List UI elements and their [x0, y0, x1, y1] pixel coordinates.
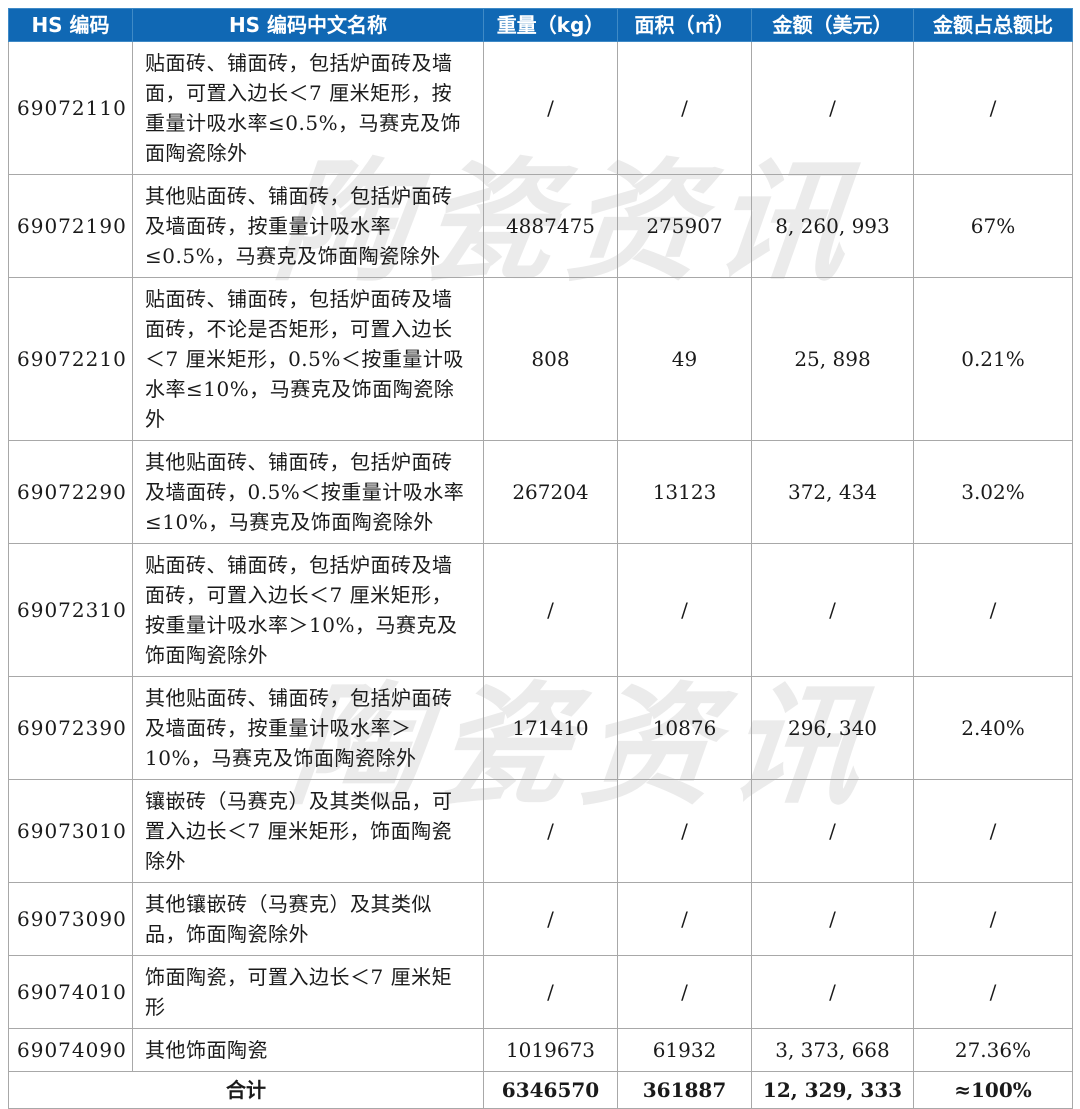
total-row: 合计 6346570 361887 12, 329, 333 ≈100%	[8, 1071, 1073, 1109]
hs-code-cell: 69072310	[8, 543, 133, 677]
total-weight-cell: 6346570	[483, 1071, 618, 1109]
amount-cell: /	[751, 955, 914, 1029]
amount-cell: /	[751, 882, 914, 956]
hs-code-stats-table: HS 编码 HS 编码中文名称 重量（kg） 面积（㎡） 金额（美元） 金额占总…	[8, 8, 1073, 1109]
hs-code-cell: 69074010	[8, 955, 133, 1029]
hs-code-cell: 69072110	[8, 41, 133, 175]
table-row: 69072290 其他贴面砖、铺面砖，包括炉面砖及墙面砖，0.5%＜按重量计吸水率…	[8, 440, 1073, 544]
weight-cell: 808	[483, 277, 618, 441]
area-cell: /	[617, 543, 752, 677]
table-row: 69072310 贴面砖、铺面砖，包括炉面砖及墙面砖，可置入边长＜7 厘米矩形，按…	[8, 543, 1073, 677]
table-row: 69072190 其他贴面砖、铺面砖，包括炉面砖及墙面砖，按重量计吸水率≤0.5%…	[8, 174, 1073, 278]
col-header-name: HS 编码中文名称	[132, 8, 484, 42]
hs-code-cell: 69073090	[8, 882, 133, 956]
weight-cell: /	[483, 955, 618, 1029]
weight-cell: 1019673	[483, 1028, 618, 1072]
area-cell: /	[617, 955, 752, 1029]
hs-code-cell: 69074090	[8, 1028, 133, 1072]
name-cell: 其他贴面砖、铺面砖，包括炉面砖及墙面砖，按重量计吸水率≤0.5%，马赛克及饰面陶…	[132, 174, 484, 278]
share-cell: /	[913, 543, 1073, 677]
amount-cell: 25, 898	[751, 277, 914, 441]
area-cell: 13123	[617, 440, 752, 544]
table-row: 69072210 贴面砖、铺面砖，包括炉面砖及墙面砖，不论是否矩形，可置入边长＜7…	[8, 277, 1073, 441]
table-row: 69072390 其他贴面砖、铺面砖，包括炉面砖及墙面砖，按重量计吸水率＞10%，…	[8, 676, 1073, 780]
amount-cell: 3, 373, 668	[751, 1028, 914, 1072]
table-row: 69073090 其他镶嵌砖（马赛克）及其类似品，饰面陶瓷除外 / / / /	[8, 882, 1073, 956]
weight-cell: 4887475	[483, 174, 618, 278]
name-cell: 其他贴面砖、铺面砖，包括炉面砖及墙面砖，0.5%＜按重量计吸水率≤10%，马赛克…	[132, 440, 484, 544]
hs-code-cell: 69072210	[8, 277, 133, 441]
area-cell: 49	[617, 277, 752, 441]
name-cell: 贴面砖、铺面砖，包括炉面砖及墙面砖，可置入边长＜7 厘米矩形，按重量计吸水率＞1…	[132, 543, 484, 677]
amount-cell: 372, 434	[751, 440, 914, 544]
name-cell: 其他贴面砖、铺面砖，包括炉面砖及墙面砖，按重量计吸水率＞10%，马赛克及饰面陶瓷…	[132, 676, 484, 780]
share-cell: /	[913, 955, 1073, 1029]
name-cell: 饰面陶瓷，可置入边长＜7 厘米矩形	[132, 955, 484, 1029]
weight-cell: /	[483, 41, 618, 175]
weight-cell: /	[483, 543, 618, 677]
amount-cell: 8, 260, 993	[751, 174, 914, 278]
share-cell: 27.36%	[913, 1028, 1073, 1072]
amount-cell: /	[751, 543, 914, 677]
total-area-cell: 361887	[617, 1071, 752, 1109]
col-header-amount: 金额（美元）	[751, 8, 914, 42]
table-row: 69072110 贴面砖、铺面砖，包括炉面砖及墙面，可置入边长＜7 厘米矩形，按重…	[8, 41, 1073, 175]
area-cell: /	[617, 779, 752, 883]
hs-code-cell: 69072290	[8, 440, 133, 544]
total-label-cell: 合计	[8, 1071, 484, 1109]
share-cell: 0.21%	[913, 277, 1073, 441]
share-cell: /	[913, 882, 1073, 956]
hs-code-cell: 69073010	[8, 779, 133, 883]
area-cell: /	[617, 41, 752, 175]
area-cell: 275907	[617, 174, 752, 278]
weight-cell: /	[483, 882, 618, 956]
share-cell: /	[913, 779, 1073, 883]
area-cell: 61932	[617, 1028, 752, 1072]
name-cell: 其他饰面陶瓷	[132, 1028, 484, 1072]
col-header-area: 面积（㎡）	[617, 8, 752, 42]
total-share-cell: ≈100%	[913, 1071, 1073, 1109]
weight-cell: 267204	[483, 440, 618, 544]
weight-cell: /	[483, 779, 618, 883]
share-cell: 2.40%	[913, 676, 1073, 780]
amount-cell: 296, 340	[751, 676, 914, 780]
amount-cell: /	[751, 41, 914, 175]
table-row: 69074090 其他饰面陶瓷 1019673 61932 3, 373, 668 27.…	[8, 1028, 1073, 1072]
share-cell: /	[913, 41, 1073, 175]
col-header-weight: 重量（kg）	[483, 8, 618, 42]
name-cell: 镶嵌砖（马赛克）及其类似品，可置入边长＜7 厘米矩形，饰面陶瓷除外	[132, 779, 484, 883]
hs-code-cell: 69072390	[8, 676, 133, 780]
name-cell: 贴面砖、铺面砖，包括炉面砖及墙面砖，不论是否矩形，可置入边长＜7 厘米矩形，0.…	[132, 277, 484, 441]
table-header-row: HS 编码 HS 编码中文名称 重量（kg） 面积（㎡） 金额（美元） 金额占总…	[8, 8, 1073, 42]
name-cell: 贴面砖、铺面砖，包括炉面砖及墙面，可置入边长＜7 厘米矩形，按重量计吸水率≤0.…	[132, 41, 484, 175]
col-header-hs-code: HS 编码	[8, 8, 133, 42]
table-row: 69074010 饰面陶瓷，可置入边长＜7 厘米矩形 / / / /	[8, 955, 1073, 1029]
share-cell: 67%	[913, 174, 1073, 278]
table-row: 69073010 镶嵌砖（马赛克）及其类似品，可置入边长＜7 厘米矩形，饰面陶瓷除…	[8, 779, 1073, 883]
col-header-share: 金额占总额比	[913, 8, 1073, 42]
area-cell: /	[617, 882, 752, 956]
weight-cell: 171410	[483, 676, 618, 780]
share-cell: 3.02%	[913, 440, 1073, 544]
area-cell: 10876	[617, 676, 752, 780]
hs-code-cell: 69072190	[8, 174, 133, 278]
total-amount-cell: 12, 329, 333	[751, 1071, 914, 1109]
name-cell: 其他镶嵌砖（马赛克）及其类似品，饰面陶瓷除外	[132, 882, 484, 956]
amount-cell: /	[751, 779, 914, 883]
